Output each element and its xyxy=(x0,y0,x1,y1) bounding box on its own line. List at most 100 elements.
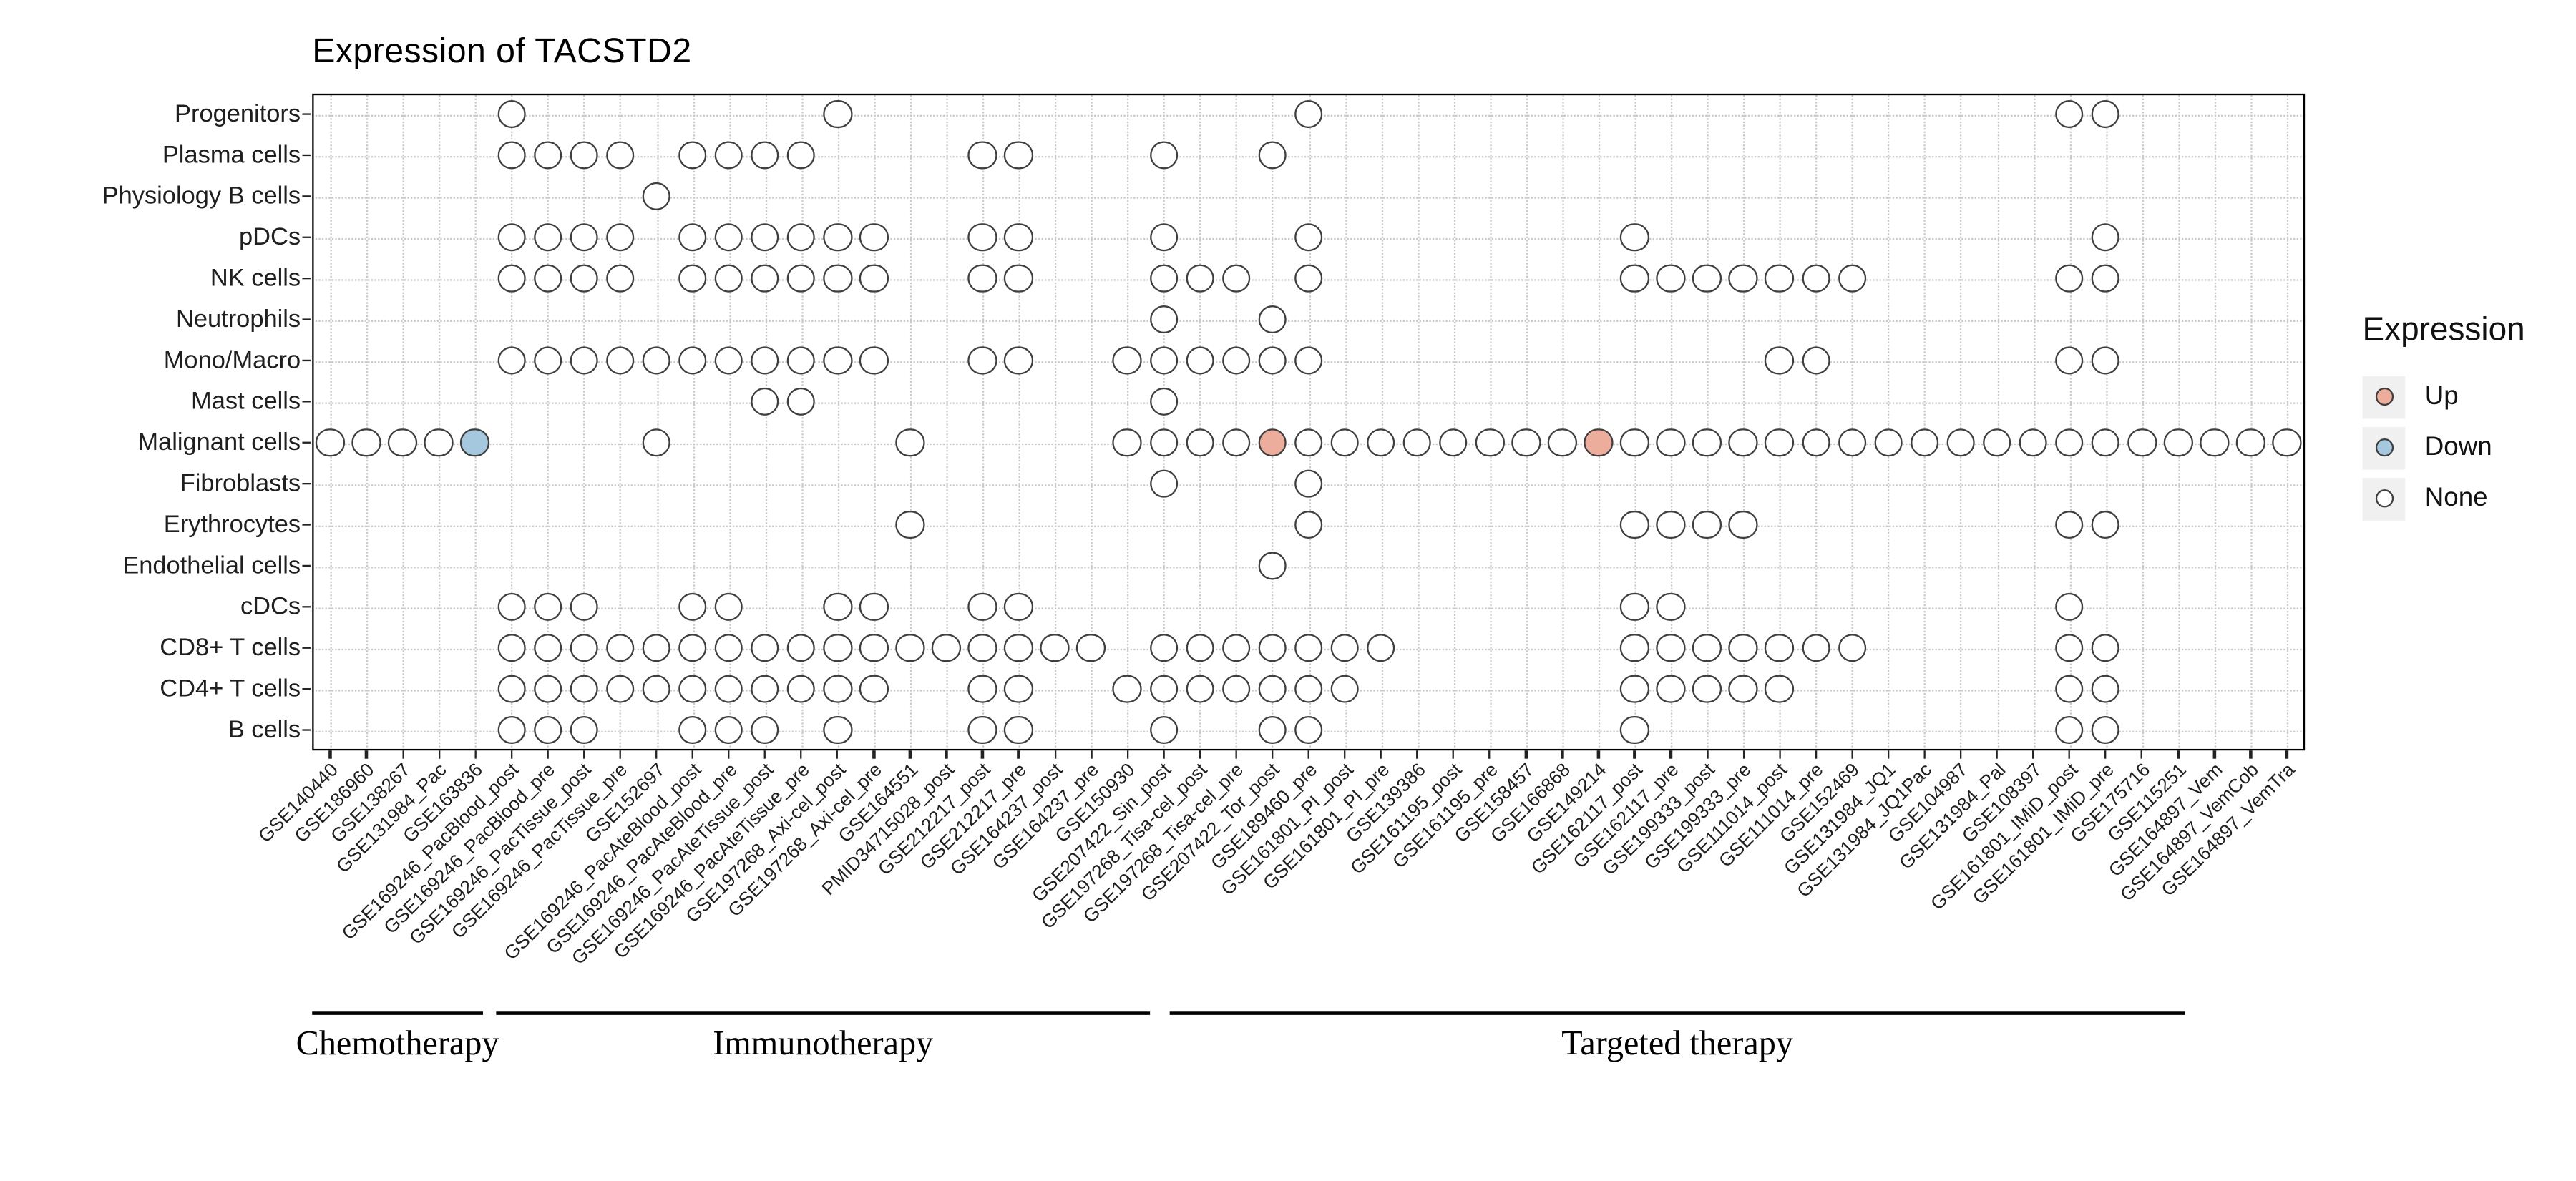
expression-dot-none xyxy=(823,675,852,704)
legend-items: Up Down None xyxy=(2362,371,2525,524)
expression-dot-none xyxy=(823,99,852,129)
therapy-group-label: Immunotherapy xyxy=(713,1023,934,1063)
expression-dot-none xyxy=(1149,264,1179,293)
grid-line-vertical xyxy=(583,93,586,751)
grid-line-vertical xyxy=(2250,93,2253,751)
grid-line-vertical xyxy=(2105,93,2107,751)
expression-dot-none xyxy=(751,675,780,704)
y-axis-label: Endothelial cells xyxy=(122,551,301,579)
grid-line-vertical xyxy=(1924,93,1926,751)
expression-dot-none xyxy=(533,592,562,622)
grid-line-vertical xyxy=(1272,93,1274,751)
grid-line-vertical xyxy=(2033,93,2035,751)
expression-dot-none xyxy=(569,592,599,622)
expression-dot-none xyxy=(1004,222,1033,252)
expression-dot-none xyxy=(1221,346,1251,376)
grid-line-vertical xyxy=(402,93,405,751)
x-axis-tick xyxy=(1199,750,1201,759)
y-axis-label: Progenitors xyxy=(175,99,301,127)
expression-dot-none xyxy=(967,633,997,662)
expression-dot-none xyxy=(497,222,526,252)
expression-dot-none xyxy=(605,346,635,376)
expression-dot-none xyxy=(1656,264,1686,293)
y-axis-tick xyxy=(302,154,311,157)
expression-dot-none xyxy=(316,428,345,457)
y-axis-tick xyxy=(302,687,311,690)
x-axis-tick xyxy=(1126,750,1129,759)
grid-line-vertical xyxy=(1055,93,1057,751)
expression-dot-none xyxy=(569,633,599,662)
expression-dot-none xyxy=(1801,346,1830,376)
expression-dot-none xyxy=(1149,633,1179,662)
x-axis-tick xyxy=(872,750,875,759)
expression-dot-up xyxy=(1584,428,1613,457)
x-axis-tick xyxy=(329,750,332,759)
grid-line-vertical xyxy=(1888,93,1890,751)
expression-dot-none xyxy=(786,387,816,416)
expression-dot-none xyxy=(786,633,816,662)
grid-line-vertical xyxy=(366,93,369,751)
grid-line-vertical xyxy=(1199,93,1202,751)
y-axis-tick xyxy=(302,277,311,280)
x-axis-tick xyxy=(1343,750,1346,759)
grid-line-vertical xyxy=(946,93,948,751)
expression-dot-none xyxy=(932,633,961,662)
expression-dot-none xyxy=(678,222,707,252)
grid-line-vertical xyxy=(330,93,332,751)
grid-line-vertical xyxy=(1345,93,1347,751)
x-axis-tick xyxy=(1271,750,1274,759)
expression-dot-none xyxy=(823,592,852,622)
expression-dot-none xyxy=(859,222,889,252)
expression-dot-none xyxy=(2236,428,2265,457)
therapy-group-label: Targeted therapy xyxy=(1561,1023,1793,1063)
expression-dot-none xyxy=(1185,675,1214,704)
expression-dot-none xyxy=(2019,428,2048,457)
expression-dot-none xyxy=(2054,633,2084,662)
expression-dot-none xyxy=(1185,633,1214,662)
expression-dot-none xyxy=(859,592,889,622)
x-axis-tick xyxy=(945,750,947,759)
grid-line-vertical xyxy=(874,93,876,751)
expression-dot-none xyxy=(497,346,526,376)
expression-dot-none xyxy=(1366,428,1396,457)
grid-line-vertical xyxy=(2214,93,2216,751)
y-axis-tick xyxy=(302,482,311,485)
x-axis-tick xyxy=(1525,750,1528,759)
expression-dot-none xyxy=(424,428,454,457)
grid-line-vertical xyxy=(909,93,912,751)
grid-line-horizontal xyxy=(312,319,2306,321)
expression-dot-none xyxy=(2054,715,2084,745)
therapy-group-line xyxy=(312,1011,483,1015)
expression-dot-none xyxy=(1620,675,1649,704)
expression-dot-none xyxy=(1692,675,1722,704)
grid-line-vertical xyxy=(1598,93,1601,751)
grid-line-vertical xyxy=(1743,93,1745,751)
expression-dot-none xyxy=(678,675,707,704)
expression-dot-none xyxy=(533,633,562,662)
expression-dot-none xyxy=(751,140,780,170)
grid-line-vertical xyxy=(837,93,839,751)
expression-dot-none xyxy=(1221,675,1251,704)
legend-label-down: Down xyxy=(2424,432,2492,461)
grid-line-horizontal xyxy=(312,565,2306,568)
expression-dot-none xyxy=(2091,675,2120,704)
expression-dot-none xyxy=(2091,222,2120,252)
expression-dot-none xyxy=(1402,428,1432,457)
y-axis-tick xyxy=(302,113,311,116)
expression-dot-none xyxy=(1257,346,1287,376)
y-axis-label: Malignant cells xyxy=(137,428,301,456)
expression-dot-none xyxy=(859,346,889,376)
expression-dot-none xyxy=(1692,264,1722,293)
expression-dot-none xyxy=(1729,264,1758,293)
expression-dot-none xyxy=(1620,633,1649,662)
expression-dot-none xyxy=(569,140,599,170)
x-axis-tick xyxy=(1887,750,1890,759)
expression-dot-none xyxy=(1185,346,1214,376)
expression-dot-none xyxy=(1620,715,1649,745)
expression-dot-none xyxy=(751,715,780,745)
expression-dot-none xyxy=(823,346,852,376)
expression-dot-none xyxy=(533,140,562,170)
grid-line-horizontal xyxy=(312,401,2306,403)
expression-dot-none xyxy=(533,222,562,252)
expression-dot-none xyxy=(895,428,924,457)
